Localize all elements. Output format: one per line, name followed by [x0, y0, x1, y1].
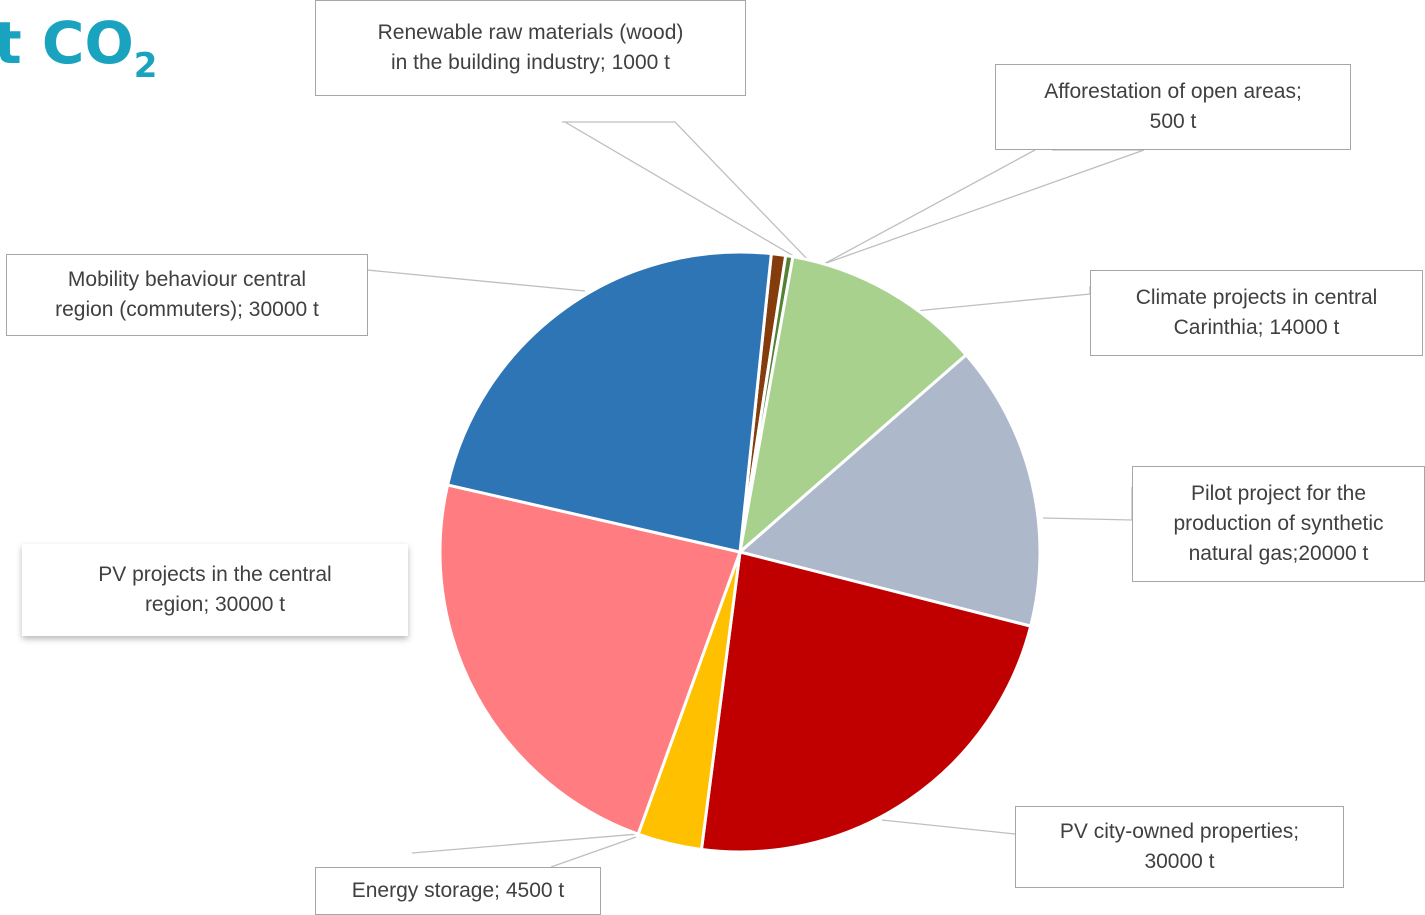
callout-pv-city-owned: PV city-owned properties; 30000 t [1015, 806, 1344, 888]
pie-slice-3 [738, 353, 1042, 628]
pie-slice-7 [446, 250, 773, 554]
callout-mobility-line2: region (commuters); 30000 t [55, 298, 319, 321]
pie-slice-6 [438, 483, 742, 836]
callout-pv-region: PV projects in the central region; 30000 … [22, 544, 408, 636]
pie-slice-4 [699, 550, 1033, 854]
pie-slices [438, 250, 1042, 854]
callout-pilot-line3: natural gas;20000 t [1188, 542, 1369, 565]
title-text: t CO [0, 9, 134, 77]
callout-pilot-project: Pilot project for the production of synth… [1132, 466, 1425, 582]
callout-wood-line2: in the building industry; 1000 t [390, 51, 670, 74]
leader-line-6 [366, 269, 586, 292]
leader-line-4 [881, 819, 1016, 835]
leader-line-7 [564, 121, 798, 259]
callout-climate-line2: Carinthia; 14000 t [1173, 316, 1340, 339]
callout-pv-region-line1: PV projects in the central [98, 562, 332, 586]
callout-storage-line1: Energy storage; 4500 t [351, 878, 565, 902]
title-subscript: 2 [133, 46, 158, 86]
leader-line-8 [821, 149, 1036, 266]
callout-pv-city-line2: 30000 t [1144, 850, 1215, 873]
callout-afforestation-line2: 500 t [1149, 110, 1197, 133]
leader-line-9 [411, 833, 639, 854]
callout-afforestation: Afforestation of open areas; 500 t [995, 64, 1351, 150]
title-fragment: t CO2 [0, 14, 157, 83]
leader-line-2 [914, 286, 1091, 312]
callout-wood-line1: Renewable raw materials (wood) [377, 20, 684, 44]
callout-energy-storage: Energy storage; 4500 t [315, 867, 601, 915]
leader-line-0 [562, 121, 811, 263]
callout-pilot-line2: production of synthetic [1173, 511, 1384, 535]
callout-pv-region-line2: region; 30000 t [144, 593, 286, 616]
leader-line-5 [550, 836, 637, 868]
callout-pilot-line1: Pilot project for the [1190, 481, 1367, 505]
callout-renewable-wood: Renewable raw materials (wood) in the bui… [315, 0, 746, 96]
callout-pv-city-line1: PV city-owned properties; [1059, 819, 1300, 843]
leader-line-1 [817, 149, 1145, 267]
callout-mobility-line1: Mobility behaviour central [67, 267, 307, 291]
pie-slice-2 [738, 255, 968, 554]
callout-afforestation-line1: Afforestation of open areas; [1044, 79, 1302, 103]
callout-climate-projects: Climate projects in central Carinthia; 14… [1090, 270, 1423, 356]
leader-line-3 [1042, 487, 1133, 521]
callout-climate-line1: Climate projects in central [1135, 285, 1378, 309]
callout-mobility: Mobility behaviour central region (commut… [6, 254, 368, 336]
